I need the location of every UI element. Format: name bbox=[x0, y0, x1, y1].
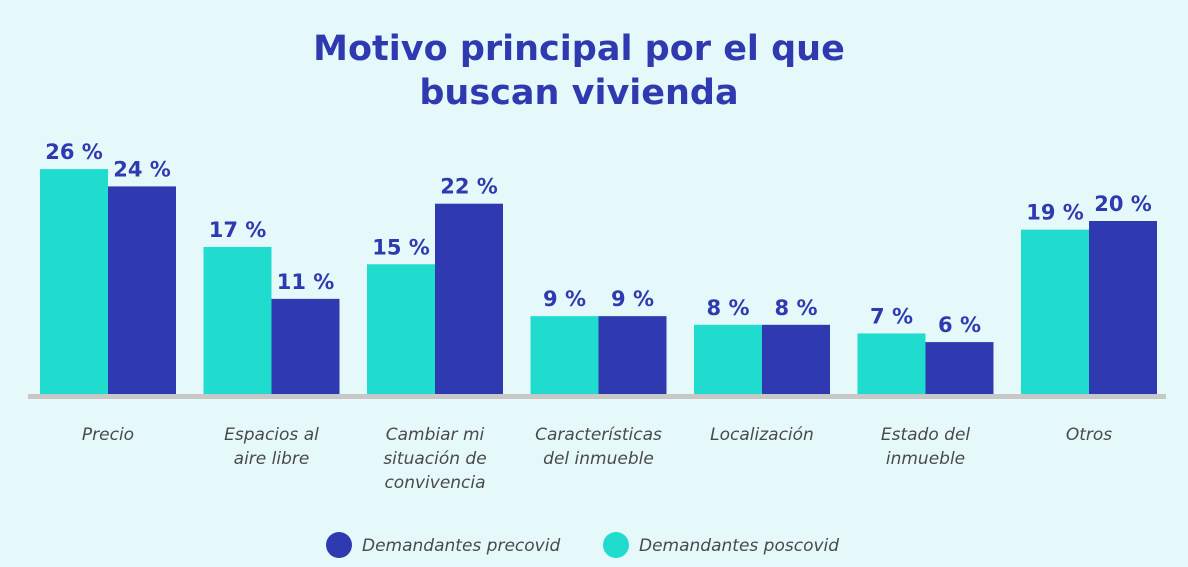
bar bbox=[40, 169, 108, 394]
legend-swatch bbox=[326, 532, 352, 558]
chart-title-line-2: buscan vivienda bbox=[419, 73, 738, 113]
category-label: Precio bbox=[82, 425, 134, 445]
data-label: 17 % bbox=[209, 218, 267, 242]
data-label: 9 % bbox=[543, 287, 586, 311]
bar bbox=[367, 264, 435, 394]
category-label: Otros bbox=[1066, 425, 1112, 445]
category-label: Espacios al bbox=[224, 425, 319, 445]
category-label: aire libre bbox=[234, 449, 310, 469]
chart-title-line-1: Motivo principal por el que bbox=[313, 29, 845, 69]
bar bbox=[925, 342, 994, 394]
category-label: convivencia bbox=[384, 473, 485, 493]
data-label: 11 % bbox=[277, 270, 335, 294]
data-label: 8 % bbox=[775, 296, 818, 320]
bar bbox=[271, 298, 340, 394]
x-axis-line bbox=[28, 394, 1166, 399]
data-label: 15 % bbox=[372, 235, 430, 259]
data-label: 20 % bbox=[1094, 192, 1152, 216]
legend-swatch bbox=[603, 532, 629, 558]
category-label: del inmueble bbox=[543, 449, 654, 469]
data-label: 26 % bbox=[45, 140, 103, 164]
data-label: 8 % bbox=[707, 296, 750, 320]
category-label: situación de bbox=[383, 449, 486, 469]
bar bbox=[598, 316, 667, 394]
data-label: 6 % bbox=[938, 313, 981, 337]
bar bbox=[203, 246, 272, 394]
data-label: 24 % bbox=[113, 157, 171, 181]
category-label: Estado del bbox=[881, 425, 971, 445]
bar bbox=[1089, 221, 1157, 394]
bar bbox=[857, 333, 926, 394]
data-label: 7 % bbox=[870, 304, 913, 328]
bar bbox=[435, 203, 503, 394]
bar bbox=[1021, 229, 1089, 394]
category-label: Cambiar mi bbox=[386, 425, 485, 445]
category-label: inmueble bbox=[886, 449, 965, 469]
category-label: Localización bbox=[710, 425, 814, 445]
bar bbox=[108, 186, 176, 394]
data-label: 19 % bbox=[1026, 201, 1084, 225]
data-label: 9 % bbox=[611, 287, 654, 311]
category-label: Características bbox=[535, 425, 662, 445]
bar bbox=[530, 316, 599, 394]
data-label: 22 % bbox=[440, 175, 498, 199]
legend-label: Demandantes precovid bbox=[362, 536, 560, 556]
bar bbox=[762, 324, 830, 394]
legend-label: Demandantes poscovid bbox=[639, 536, 839, 556]
bar bbox=[694, 324, 762, 394]
